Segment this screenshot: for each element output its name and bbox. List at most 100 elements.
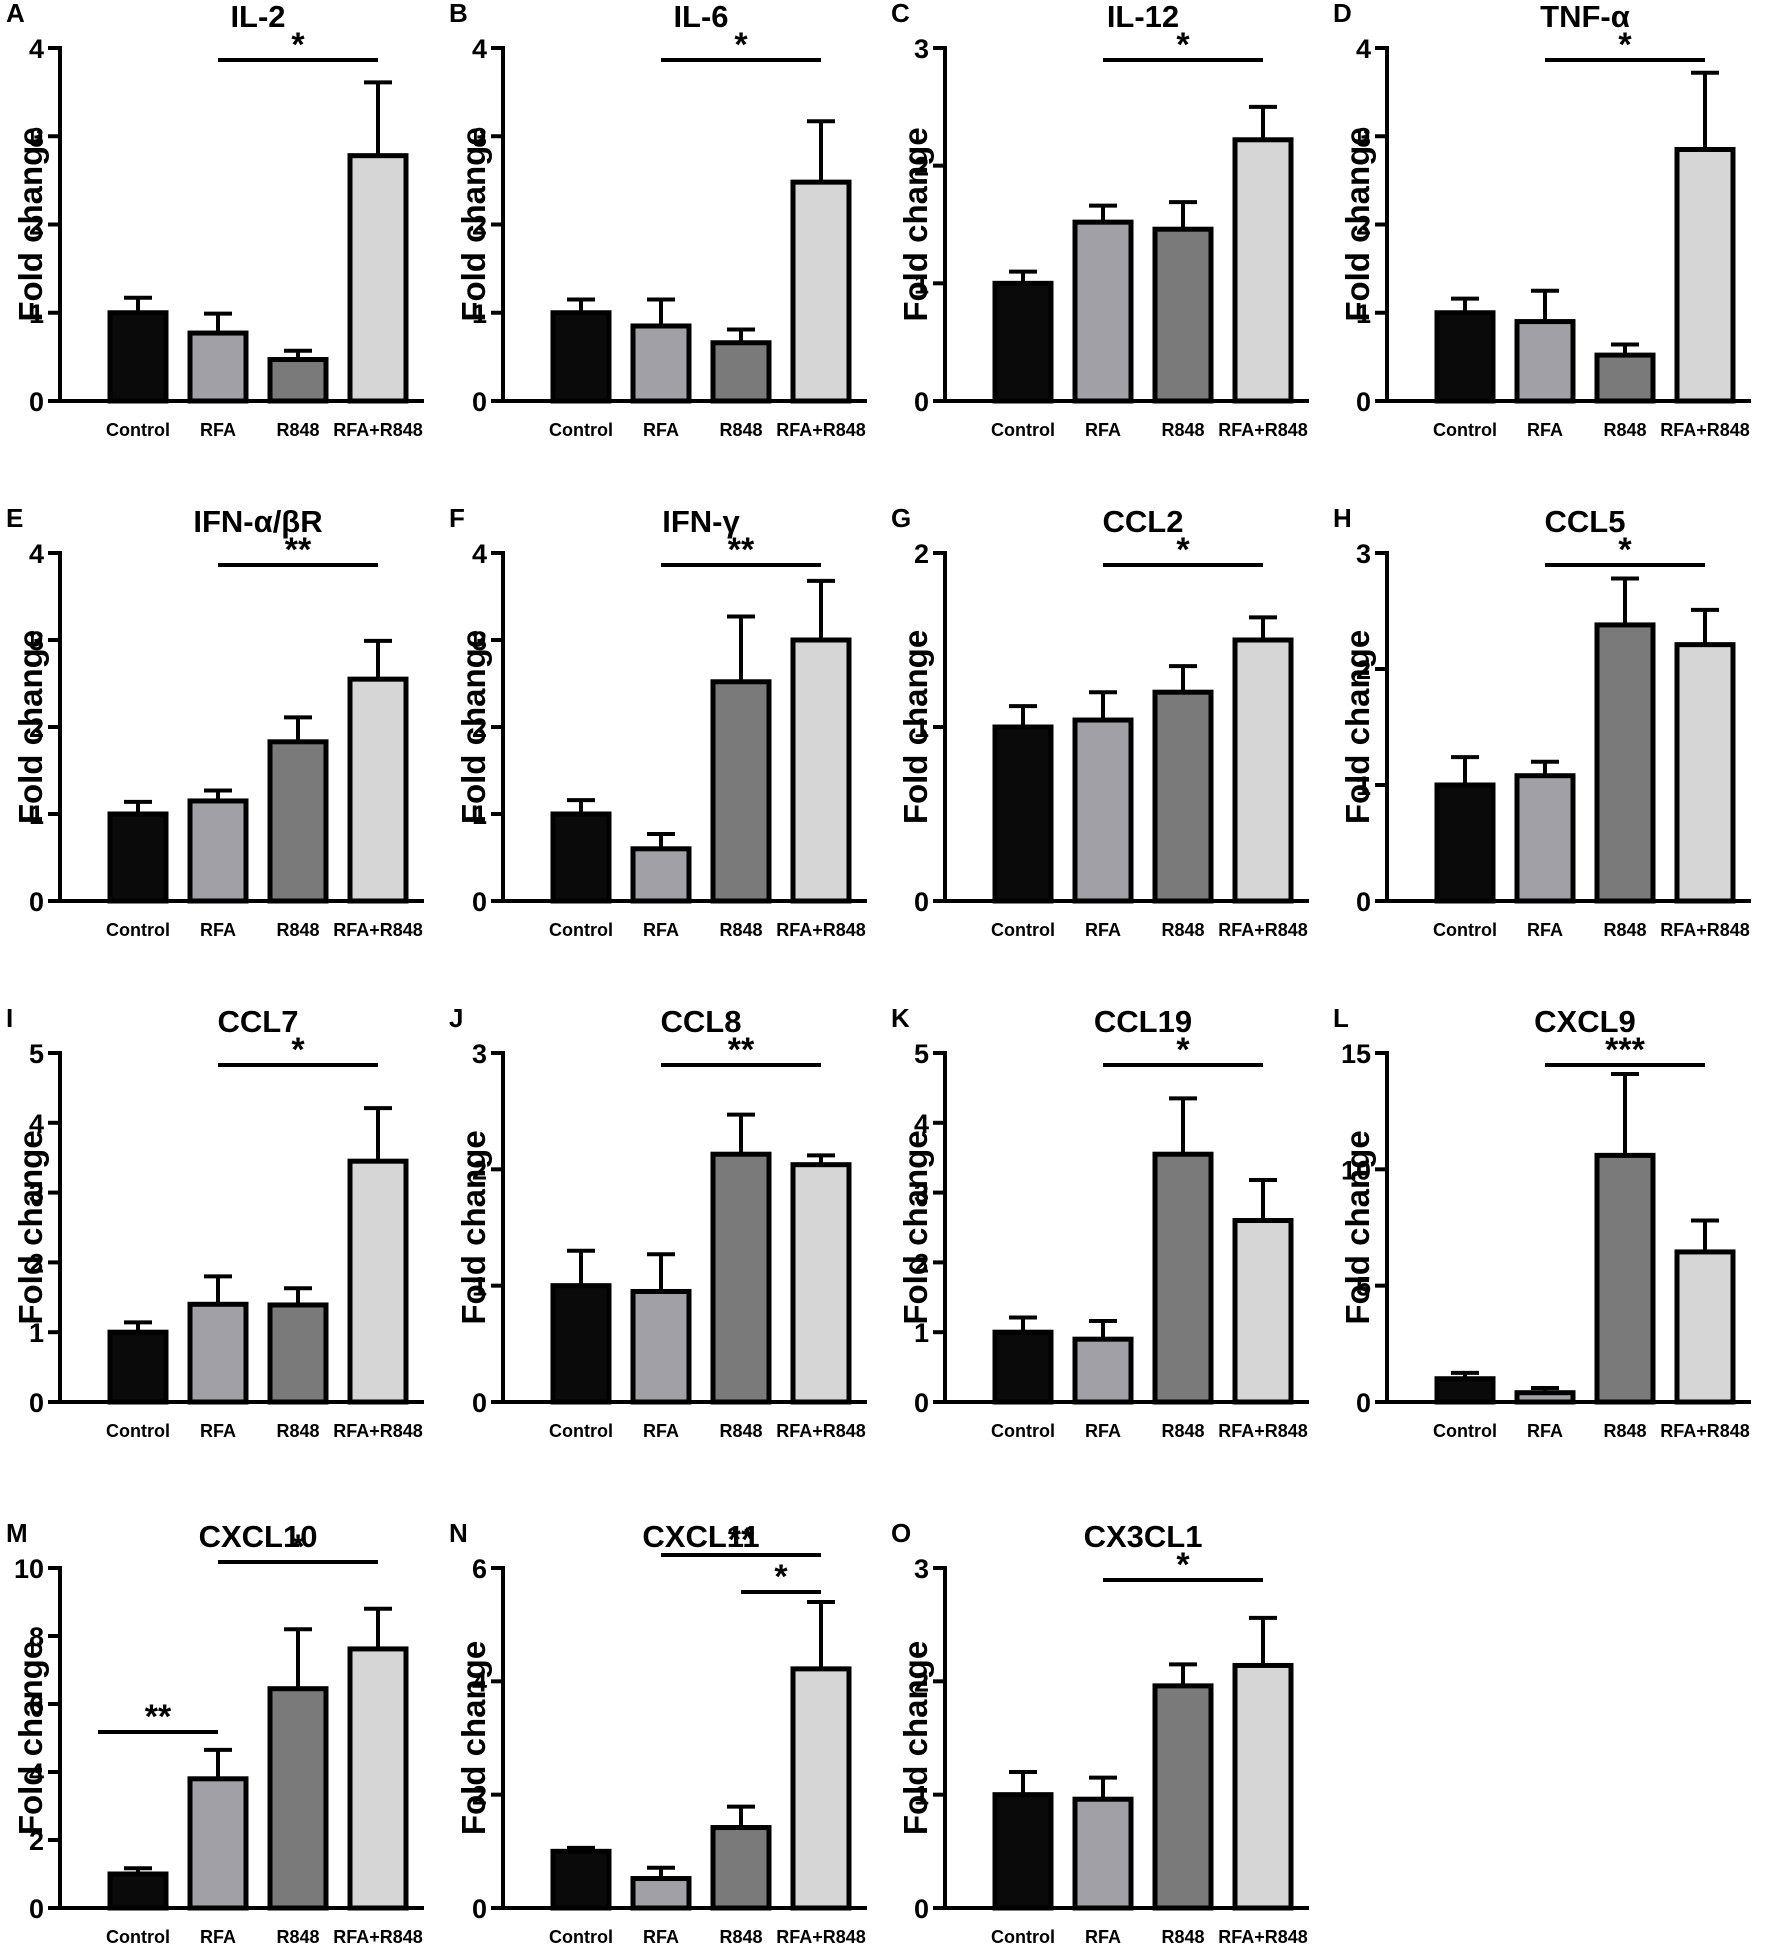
panel-g-ccl2: G CCL2 Fold change 0 1 2 Control RFA R848 RFA+R84… xyxy=(891,503,1309,940)
y-tick-label: 5 xyxy=(1356,1272,1371,1302)
y-tick-label: 0 xyxy=(1356,1388,1371,1418)
panel-d-tnf: D TNF-α Fold change 0 1 2 3 4 Control RFA R848 RFA+… xyxy=(1333,0,1751,440)
x-category-label: RFA+R848 xyxy=(1660,420,1750,440)
x-category-label: R848 xyxy=(719,920,762,940)
bar-rfa xyxy=(1072,717,1134,904)
chart-title: CXCL11 xyxy=(642,1519,759,1554)
bar-rfa xyxy=(1072,1796,1134,1911)
panel-letter: F xyxy=(449,503,465,533)
bar-rfa-r848 xyxy=(1674,1249,1736,1405)
x-category-label: Control xyxy=(549,1421,613,1441)
significance-marker: * xyxy=(1176,531,1190,569)
y-axis-label: Fold change xyxy=(455,1641,492,1835)
bar-rfa xyxy=(630,1288,692,1405)
y-tick-label: 4 xyxy=(1356,34,1371,64)
y-axis-label: Fold change xyxy=(12,630,49,824)
x-category-label: Control xyxy=(106,1927,170,1947)
x-category-label: RFA xyxy=(1527,920,1563,940)
y-tick-label: 3 xyxy=(914,1179,929,1209)
bar-rfa xyxy=(630,323,692,404)
bar-rfa xyxy=(187,330,249,404)
x-category-label: Control xyxy=(1433,1421,1497,1441)
y-tick-label: 4 xyxy=(29,539,44,569)
x-category-label: R848 xyxy=(1161,1421,1204,1441)
y-tick-label: 1 xyxy=(472,299,487,329)
y-tick-label: 4 xyxy=(29,1109,44,1139)
x-category-label: Control xyxy=(549,420,613,440)
chart-title: CCL8 xyxy=(661,1004,742,1039)
y-tick-label: 5 xyxy=(29,1039,44,1069)
bar-rfa xyxy=(187,798,249,904)
y-tick-label: 0 xyxy=(472,887,487,917)
bar-rfa-r848 xyxy=(347,1646,409,1911)
y-tick-label: 0 xyxy=(914,1894,929,1924)
x-category-label: Control xyxy=(991,1927,1055,1947)
x-category-label: RFA xyxy=(643,1421,679,1441)
x-category-label: R848 xyxy=(1161,920,1204,940)
bar-r848 xyxy=(267,357,329,404)
bar-rfa xyxy=(1072,1336,1134,1405)
significance-marker: * xyxy=(1176,26,1190,64)
panel-letter: M xyxy=(6,1518,28,1548)
y-axis-label: Fold change xyxy=(455,1130,492,1324)
panel-letter: D xyxy=(1333,0,1352,28)
bar-r848 xyxy=(267,1302,329,1405)
x-category-label: R848 xyxy=(276,1927,319,1947)
y-tick-label: 3 xyxy=(1356,539,1371,569)
bar-control xyxy=(107,811,169,904)
x-category-label: R848 xyxy=(276,1421,319,1441)
y-tick-label: 0 xyxy=(29,1894,44,1924)
bar-rfa-r848 xyxy=(1232,137,1294,404)
x-category-label: R848 xyxy=(1161,1927,1204,1947)
chart-title: CXCL10 xyxy=(199,1519,318,1554)
bar-control xyxy=(1434,782,1496,904)
significance-marker: ** xyxy=(728,531,755,569)
significance-marker: * xyxy=(774,1558,788,1596)
y-axis-label: Fold change xyxy=(12,1641,49,1835)
y-tick-label: 2 xyxy=(914,539,929,569)
y-tick-label: 2 xyxy=(914,1667,929,1697)
x-category-label: RFA+R848 xyxy=(776,420,866,440)
panel-letter: C xyxy=(891,0,910,28)
bar-r848 xyxy=(710,340,772,404)
y-tick-label: 3 xyxy=(29,626,44,656)
chart-title: CCL2 xyxy=(1103,504,1184,539)
bar-control xyxy=(107,310,169,404)
panel-letter: N xyxy=(449,1518,468,1548)
y-tick-label: 2 xyxy=(29,211,44,241)
bar-control xyxy=(107,1329,169,1405)
significance-marker: * xyxy=(1176,1546,1190,1584)
panel-letter: G xyxy=(891,503,911,533)
panel-b-il-6: B IL-6 Fold change 0 1 2 3 4 Control RFA R848 RFA+R… xyxy=(449,0,867,440)
chart-title: CCL5 xyxy=(1545,504,1626,539)
x-category-label: RFA+R848 xyxy=(333,920,423,940)
bar-r848 xyxy=(1152,1683,1214,1911)
y-axis-label: Fold change xyxy=(1339,1130,1376,1324)
chart-title: CCL7 xyxy=(218,1004,299,1039)
y-tick-label: 3 xyxy=(472,1039,487,1069)
y-tick-label: 2 xyxy=(29,1826,44,1856)
x-category-label: RFA+R848 xyxy=(1660,920,1750,940)
y-tick-label: 3 xyxy=(1356,122,1371,152)
y-tick-label: 0 xyxy=(1356,387,1371,417)
bar-rfa-r848 xyxy=(1674,642,1736,904)
x-category-label: RFA+R848 xyxy=(1660,1421,1750,1441)
y-axis-label: Fold change xyxy=(1339,630,1376,824)
x-category-label: R848 xyxy=(719,1421,762,1441)
significance-marker: ** xyxy=(728,1031,755,1069)
panel-i-ccl7: I CCL7 Fold change 0 1 2 3 4 5 Control RFA R848 RFA+… xyxy=(6,1003,424,1441)
y-axis-label: Fold change xyxy=(897,1641,934,1835)
y-axis-label: Fold change xyxy=(12,1130,49,1324)
panel-e-ifn-r: E IFN-α/βR Fold change 0 1 2 3 4 Control RFA R848 R… xyxy=(6,503,424,940)
y-tick-label: 2 xyxy=(472,1155,487,1185)
bar-rfa xyxy=(630,846,692,904)
significance-marker: * xyxy=(291,1528,305,1566)
significance-marker: * xyxy=(1618,26,1632,64)
bar-control xyxy=(992,724,1054,904)
y-tick-label: 3 xyxy=(472,626,487,656)
y-tick-label: 10 xyxy=(14,1554,44,1584)
panel-letter: K xyxy=(891,1003,910,1033)
x-category-label: Control xyxy=(991,1421,1055,1441)
y-tick-label: 2 xyxy=(1356,211,1371,241)
